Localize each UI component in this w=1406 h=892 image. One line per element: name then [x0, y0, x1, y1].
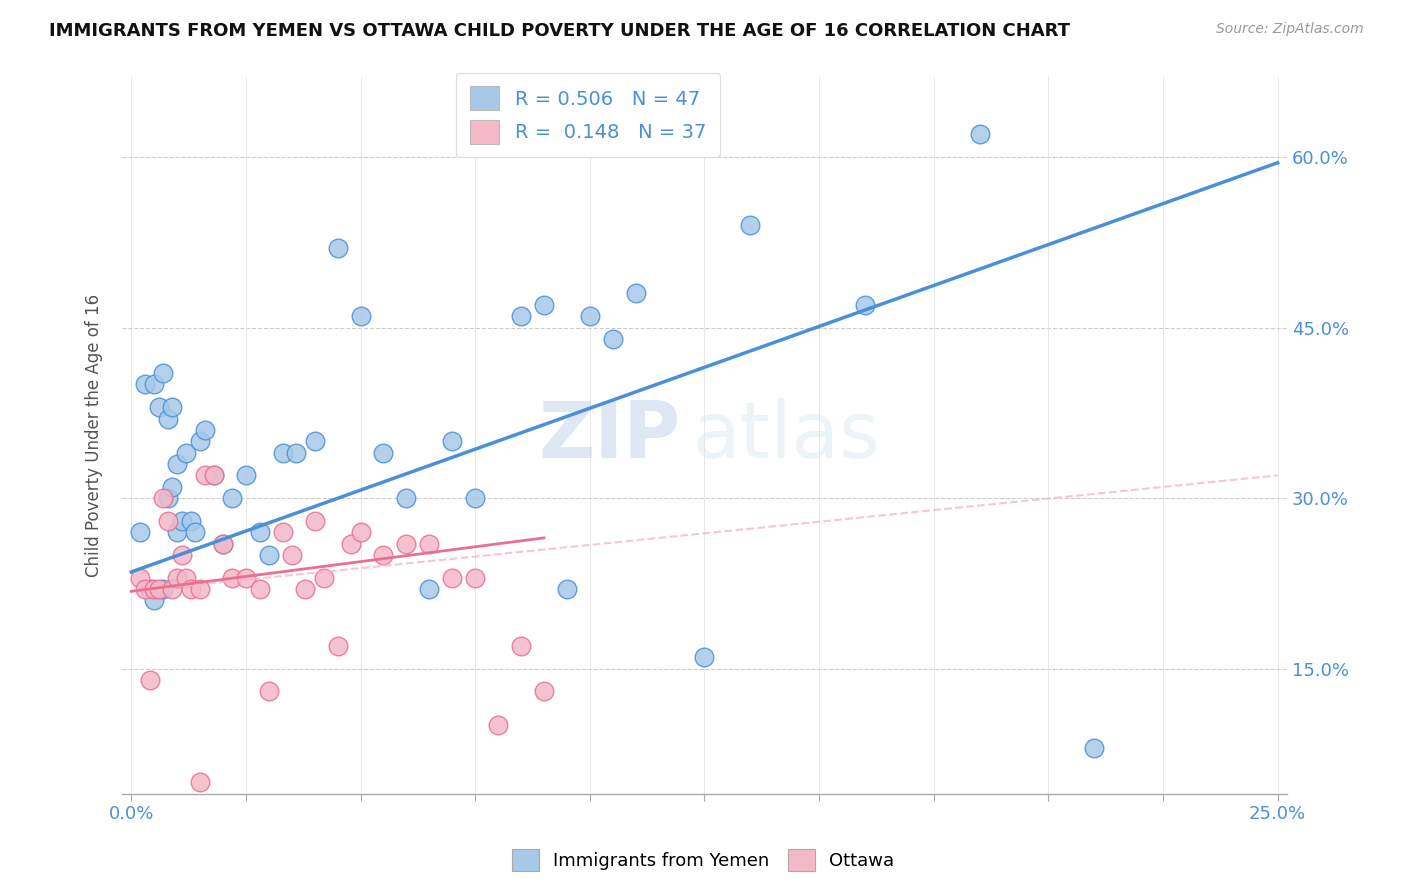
- Point: [257, 548, 280, 562]
- Point: [148, 582, 170, 596]
- Point: [138, 673, 160, 687]
- Point: [555, 582, 578, 596]
- Point: [162, 400, 184, 414]
- Point: [304, 514, 326, 528]
- Point: [441, 434, 464, 449]
- Point: [349, 309, 371, 323]
- Point: [969, 128, 991, 142]
- Point: [340, 536, 363, 550]
- Point: [174, 571, 197, 585]
- Point: [152, 366, 174, 380]
- Point: [373, 548, 395, 562]
- Point: [294, 582, 316, 596]
- Point: [129, 571, 152, 585]
- Point: [202, 468, 225, 483]
- Point: [221, 571, 243, 585]
- Point: [138, 582, 160, 596]
- Point: [349, 525, 371, 540]
- Point: [326, 639, 349, 653]
- Point: [184, 525, 207, 540]
- Point: [194, 468, 217, 483]
- Point: [510, 639, 533, 653]
- Point: [464, 491, 486, 505]
- Point: [249, 582, 271, 596]
- Point: [602, 332, 624, 346]
- Point: [418, 582, 440, 596]
- Point: [143, 582, 166, 596]
- Text: ZIP: ZIP: [538, 398, 681, 474]
- Point: [464, 571, 486, 585]
- Point: [326, 241, 349, 255]
- Point: [441, 571, 464, 585]
- Point: [194, 423, 217, 437]
- Point: [156, 491, 179, 505]
- Point: [221, 491, 243, 505]
- Point: [235, 571, 257, 585]
- Point: [180, 514, 202, 528]
- Point: [271, 445, 294, 459]
- Point: [285, 445, 308, 459]
- Point: [373, 445, 395, 459]
- Point: [152, 491, 174, 505]
- Point: [853, 298, 876, 312]
- Point: [188, 434, 211, 449]
- Point: [143, 377, 166, 392]
- Point: [166, 525, 188, 540]
- Point: [174, 445, 197, 459]
- Y-axis label: Child Poverty Under the Age of 16: Child Poverty Under the Age of 16: [86, 294, 103, 577]
- Point: [624, 286, 647, 301]
- Point: [304, 434, 326, 449]
- Point: [1083, 741, 1105, 756]
- Point: [143, 593, 166, 607]
- Point: [510, 309, 533, 323]
- Point: [162, 582, 184, 596]
- Point: [156, 514, 179, 528]
- Point: [395, 491, 418, 505]
- Point: [170, 514, 193, 528]
- Point: [578, 309, 600, 323]
- Point: [418, 536, 440, 550]
- Point: [134, 582, 156, 596]
- Point: [693, 650, 716, 665]
- Point: [257, 684, 280, 698]
- Point: [188, 582, 211, 596]
- Point: [162, 480, 184, 494]
- Point: [235, 468, 257, 483]
- Point: [152, 582, 174, 596]
- Point: [533, 684, 555, 698]
- Point: [129, 525, 152, 540]
- Point: [212, 536, 235, 550]
- Text: IMMIGRANTS FROM YEMEN VS OTTAWA CHILD POVERTY UNDER THE AGE OF 16 CORRELATION CH: IMMIGRANTS FROM YEMEN VS OTTAWA CHILD PO…: [49, 22, 1070, 40]
- Point: [180, 582, 202, 596]
- Text: Source: ZipAtlas.com: Source: ZipAtlas.com: [1216, 22, 1364, 37]
- Point: [170, 548, 193, 562]
- Point: [202, 468, 225, 483]
- Point: [249, 525, 271, 540]
- Point: [166, 571, 188, 585]
- Point: [740, 219, 762, 233]
- Point: [148, 400, 170, 414]
- Point: [156, 411, 179, 425]
- Point: [212, 536, 235, 550]
- Point: [533, 298, 555, 312]
- Point: [395, 536, 418, 550]
- Point: [280, 548, 302, 562]
- Point: [188, 775, 211, 789]
- Text: atlas: atlas: [693, 398, 880, 474]
- Legend: Immigrants from Yemen, Ottawa: Immigrants from Yemen, Ottawa: [505, 842, 901, 879]
- Legend: R = 0.506   N = 47, R =  0.148   N = 37: R = 0.506 N = 47, R = 0.148 N = 37: [457, 73, 720, 157]
- Point: [271, 525, 294, 540]
- Point: [166, 457, 188, 471]
- Point: [134, 377, 156, 392]
- Point: [312, 571, 335, 585]
- Point: [486, 718, 509, 732]
